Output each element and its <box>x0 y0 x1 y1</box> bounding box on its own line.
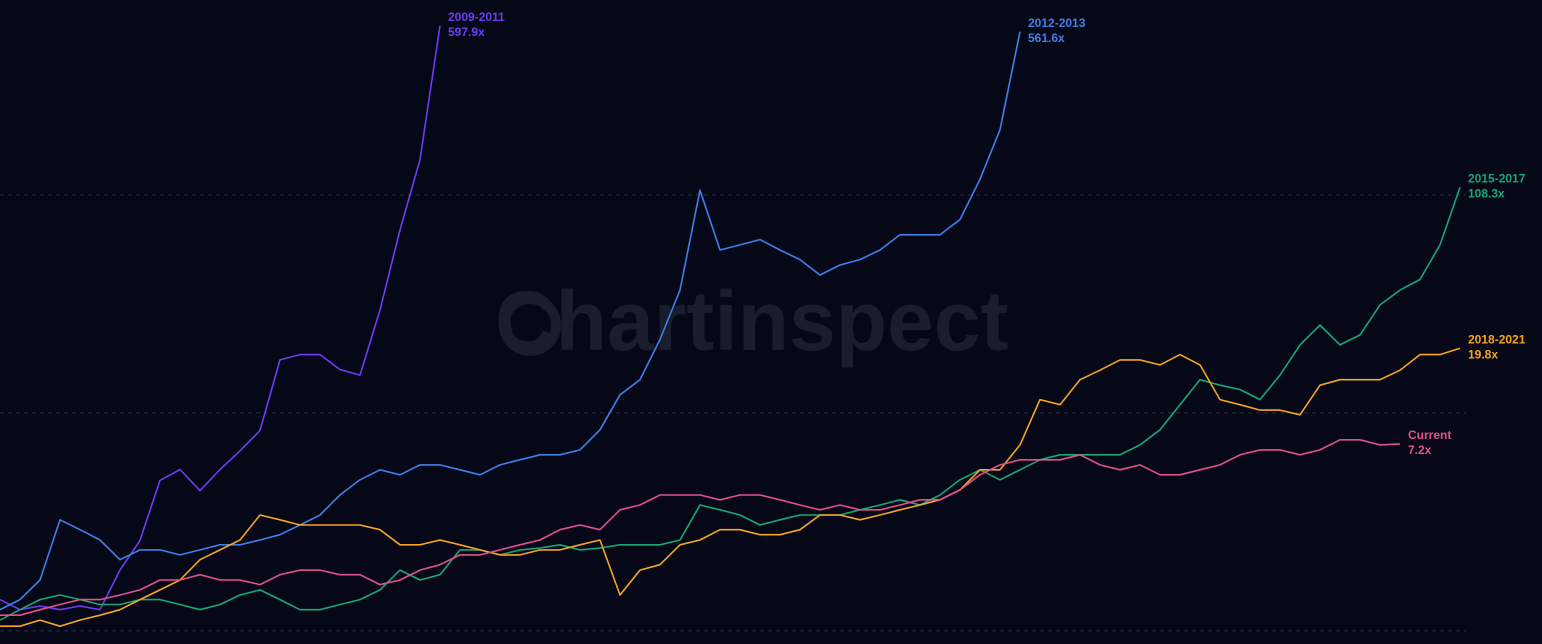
value-label: 19.8x <box>1468 347 1498 361</box>
line <box>0 187 1461 621</box>
value-label: 597.9x <box>448 25 485 39</box>
value-label: 7.2x <box>1408 443 1432 457</box>
legend-label: 2018-2021 <box>1468 332 1526 346</box>
line <box>0 31 1021 611</box>
line <box>0 347 1461 627</box>
legend-label: 2012-2013 <box>1028 16 1086 30</box>
value-label: 108.3x <box>1468 187 1505 201</box>
legend-label: Current <box>1408 428 1451 442</box>
watermark: Chartinspect <box>495 274 1008 368</box>
line <box>0 25 441 611</box>
line <box>0 439 1401 616</box>
watermark-logo <box>499 294 561 356</box>
value-label: 561.6x <box>1028 31 1065 45</box>
legend-label: 2009-2011 <box>448 10 505 24</box>
legend-label: 2015-2017 <box>1468 172 1526 186</box>
